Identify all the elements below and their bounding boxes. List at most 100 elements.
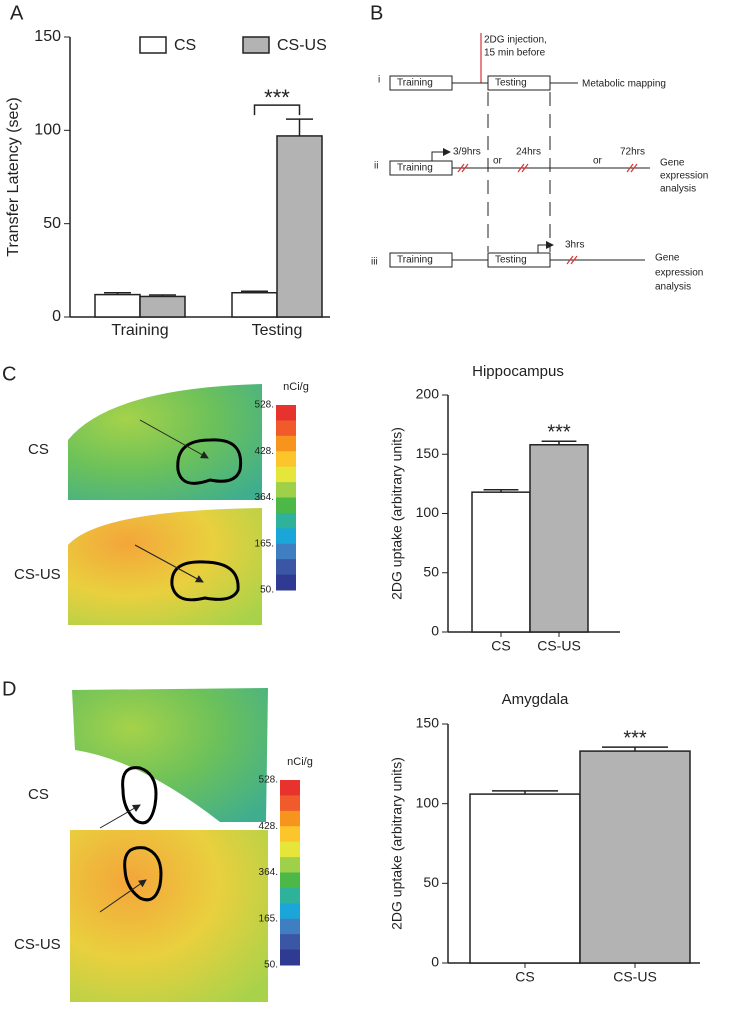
- scale-swatch: [276, 420, 296, 437]
- time: 72hrs: [620, 147, 645, 158]
- image-label: CS: [28, 441, 49, 458]
- note: Metabolic mapping: [582, 79, 666, 90]
- bar: [231, 291, 278, 318]
- y-tick-label: 0: [431, 954, 439, 970]
- arrow: [537, 241, 554, 253]
- scale-swatch: [276, 405, 296, 421]
- y-tick-label: 50: [423, 563, 439, 579]
- scale-label: 50.: [264, 960, 278, 971]
- note: analysis: [660, 184, 696, 195]
- roi: [121, 766, 158, 825]
- row-label: ii: [374, 161, 378, 172]
- break: [457, 163, 638, 173]
- time: 24hrs: [516, 147, 541, 158]
- timeline-diagram: i ii iii 2DG injection, 15 min before Tr…: [371, 33, 708, 293]
- legend-swatch: [139, 36, 167, 54]
- bar: [579, 750, 691, 964]
- scale-swatch: [280, 857, 300, 873]
- scale-swatch: [276, 528, 296, 545]
- scale-label: 528.: [255, 400, 274, 411]
- error-bar: [492, 790, 558, 795]
- error-bar: [286, 118, 313, 136]
- chart-title: Amygdala: [502, 691, 569, 708]
- error-bar: [602, 746, 668, 752]
- scale-swatch: [280, 810, 300, 827]
- image-label: CS-US: [14, 936, 61, 953]
- scale-swatch: [280, 795, 300, 812]
- bar: [139, 295, 186, 318]
- step: Training: [397, 78, 433, 89]
- y-tick-label: 0: [52, 308, 61, 325]
- annotation: ***: [264, 85, 290, 110]
- bar: [529, 444, 589, 633]
- scale-label: 528.: [259, 775, 278, 786]
- scale-swatch: [276, 482, 296, 498]
- image-label: CS-US: [14, 566, 61, 583]
- annotation: ***: [623, 727, 647, 749]
- or: or: [593, 156, 603, 167]
- scale-swatch: [280, 887, 300, 904]
- chart-title: Hippocampus: [472, 363, 564, 380]
- scale-title: nCi/g: [287, 756, 313, 768]
- step: Testing: [495, 255, 527, 266]
- note: expression: [655, 268, 703, 279]
- row-label: iii: [371, 257, 378, 268]
- time: 3hrs: [565, 240, 584, 251]
- arrow: [134, 544, 204, 583]
- break: [566, 255, 578, 265]
- scale-swatch: [276, 466, 296, 483]
- scale-label: 50.: [260, 585, 274, 596]
- step: Training: [397, 163, 433, 174]
- x-tick-label: CS: [491, 638, 510, 654]
- scale-swatch: [280, 934, 300, 951]
- scale-swatch: [280, 918, 300, 935]
- arrow: [431, 148, 451, 161]
- note: Gene: [660, 158, 685, 169]
- arrow: [139, 419, 209, 459]
- scale-swatch: [276, 512, 296, 529]
- y-tick-label: 150: [416, 715, 440, 731]
- arrow: [99, 804, 141, 829]
- y-tick-label: 150: [34, 28, 61, 45]
- step-box: [487, 75, 551, 91]
- legend-label: CS-US: [277, 37, 327, 54]
- scale-swatch: [276, 435, 296, 452]
- y-axis-label: Transfer Latency (sec): [5, 97, 22, 256]
- scale-label: 364.: [255, 492, 274, 503]
- or: or: [493, 156, 503, 167]
- y-tick-label: 100: [34, 122, 61, 139]
- step: Training: [397, 255, 433, 266]
- x-tick-label: CS-US: [537, 638, 581, 654]
- error-bar: [241, 290, 268, 293]
- scale-swatch: [280, 872, 300, 889]
- error-bar: [541, 440, 577, 445]
- brain-image: [72, 688, 268, 822]
- panel-label: A: [10, 2, 24, 24]
- y-axis-label: 2DG uptake (arbitrary units): [389, 427, 405, 600]
- bar: [471, 491, 531, 633]
- scale-swatch: [276, 497, 296, 514]
- brain-images: CS CS-US CS CS-US: [14, 384, 268, 1002]
- bar: [276, 135, 323, 318]
- scale-swatch: [280, 949, 300, 966]
- y-tick-label: 0: [431, 623, 439, 639]
- step-box: [389, 160, 453, 176]
- error-bar: [104, 291, 131, 295]
- brain-image: [70, 830, 268, 1002]
- step-box: [487, 252, 551, 268]
- note: analysis: [655, 282, 691, 293]
- scale-swatch: [276, 543, 296, 560]
- y-axis-label: 2DG uptake (arbitrary units): [389, 757, 405, 930]
- bar: [469, 793, 581, 964]
- bracket: [253, 104, 301, 116]
- note: 2DG injection,: [484, 35, 547, 46]
- step-box: [389, 75, 453, 91]
- note: expression: [660, 171, 708, 182]
- note: 15 min before: [484, 48, 546, 59]
- bar: [94, 293, 141, 318]
- roi: [176, 438, 243, 485]
- step: Testing: [495, 78, 527, 89]
- scale-swatch: [276, 559, 296, 576]
- x-tick-label: Testing: [252, 322, 303, 339]
